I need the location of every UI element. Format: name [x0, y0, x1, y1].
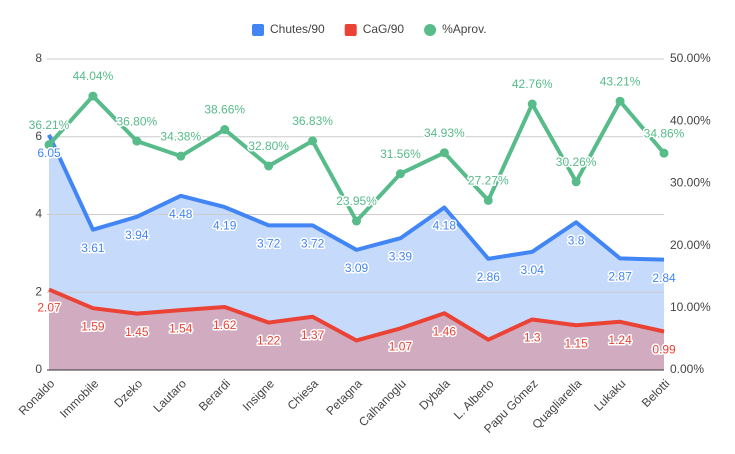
y2-tick-label: 40.00%: [670, 113, 711, 127]
value-label: 3.39: [389, 249, 413, 263]
value-label: 2.86: [477, 270, 501, 284]
x-tick-label: Chiesa: [285, 376, 322, 413]
legend-label: %Aprov.: [442, 22, 486, 36]
x-tick-label: Lautaro: [150, 376, 189, 415]
point: [615, 96, 625, 106]
value-label: 3.94: [125, 228, 149, 242]
area: [49, 134, 664, 370]
value-label: 1.46: [433, 324, 457, 338]
value-label: 34.38%: [160, 129, 201, 143]
value-label: 36.83%: [292, 114, 333, 128]
point: [132, 136, 142, 146]
value-label: 4.19: [213, 218, 237, 232]
value-label: 23.95%: [336, 194, 377, 208]
legend-label: Chutes/90: [270, 22, 325, 36]
y2-tick-label: 0.00%: [670, 362, 704, 376]
point: [264, 161, 274, 171]
point: [659, 148, 669, 158]
value-label: 3.72: [301, 237, 325, 251]
value-label: 3.61: [81, 241, 105, 255]
labels: 6.05 3.61 3.94 4.48 4.19 3.72 3.72 3.09 3.39 4.18…: [27, 68, 686, 358]
value-label: 1.59: [81, 319, 105, 333]
y2-tick-label: 50.00%: [670, 51, 711, 65]
y-tick-label: 0: [35, 362, 42, 376]
value-label: 1.15: [564, 336, 588, 350]
x-tick-label: Petagna: [323, 376, 365, 418]
x-tick-label: Dybala: [416, 376, 453, 413]
line: [48, 287, 665, 343]
point: [439, 148, 449, 158]
value-label: 1.07: [389, 340, 413, 354]
lines: [44, 91, 669, 343]
y2-tick-label: 20.00%: [670, 238, 711, 252]
legend-marker: [424, 24, 437, 36]
value-label: 0.99: [652, 343, 676, 357]
x-tick-label: Belotti: [639, 376, 672, 409]
y-tick-label: 4: [35, 207, 42, 221]
legend-marker: [344, 24, 357, 36]
x-tick-label: Lukaku: [591, 376, 628, 413]
point: [44, 140, 54, 150]
value-label: 38.66%: [204, 103, 245, 117]
point: [483, 195, 493, 205]
x-tick-label: Dzeko: [111, 376, 145, 410]
value-label: 27.27%: [468, 174, 509, 188]
value-label: 1.45: [125, 325, 149, 339]
x-tick-label: Berardi: [196, 376, 233, 413]
value-label: 42.76%: [512, 77, 553, 91]
grid: [47, 58, 664, 371]
point: [220, 125, 230, 135]
point: [395, 169, 405, 179]
y-tick-label: 6: [35, 129, 42, 143]
y-tick-label: 2: [35, 284, 42, 298]
point: [308, 136, 318, 146]
x-tick-label: L. Alberto: [451, 376, 497, 422]
point: [88, 91, 98, 101]
value-label: 34.93%: [424, 126, 465, 140]
x-tick-label: Insigne: [240, 376, 277, 413]
x-tick-label: Ronaldo: [16, 376, 58, 418]
value-label: 3.09: [345, 261, 369, 275]
value-label: 1.22: [257, 334, 281, 348]
value-label: 1.62: [213, 318, 237, 332]
value-label: 34.86%: [644, 126, 685, 140]
point: [176, 151, 186, 161]
y2-tick-label: 10.00%: [670, 300, 711, 314]
legend-marker: [252, 24, 264, 36]
value-label: 4.48: [169, 207, 193, 221]
value-label: 6.05: [37, 146, 61, 160]
y-tick-label: 8: [35, 51, 42, 65]
value-label: 44.04%: [73, 69, 114, 83]
x-tick-label: Immobile: [57, 376, 102, 421]
value-label: 30.26%: [556, 155, 597, 169]
value-label: 1.3: [524, 331, 541, 345]
value-label: 1.37: [301, 328, 325, 342]
x-tick-label: Calhanoglu: [356, 376, 409, 429]
value-label: 2.84: [652, 271, 676, 285]
value-label: 31.56%: [380, 147, 421, 161]
legend-label: CaG/90: [363, 22, 405, 36]
value-label: 2.87: [608, 270, 632, 284]
point: [352, 216, 361, 226]
point: [571, 177, 581, 187]
value-label: 36.80%: [117, 114, 158, 128]
value-label: 2.07: [37, 301, 61, 315]
value-label: 43.21%: [600, 74, 641, 88]
y2-tick-label: 30.00%: [670, 176, 711, 190]
value-label: 3.72: [257, 237, 281, 251]
value-label: 1.24: [608, 333, 632, 347]
value-label: 1.54: [169, 321, 193, 335]
value-label: 4.18: [433, 219, 457, 233]
point: [527, 99, 537, 109]
value-label: 3.8: [568, 233, 585, 247]
line: [47, 133, 665, 262]
value-label: 3.04: [521, 263, 545, 277]
value-label: 32.80%: [248, 139, 289, 153]
value-label: 36.21%: [29, 118, 70, 132]
